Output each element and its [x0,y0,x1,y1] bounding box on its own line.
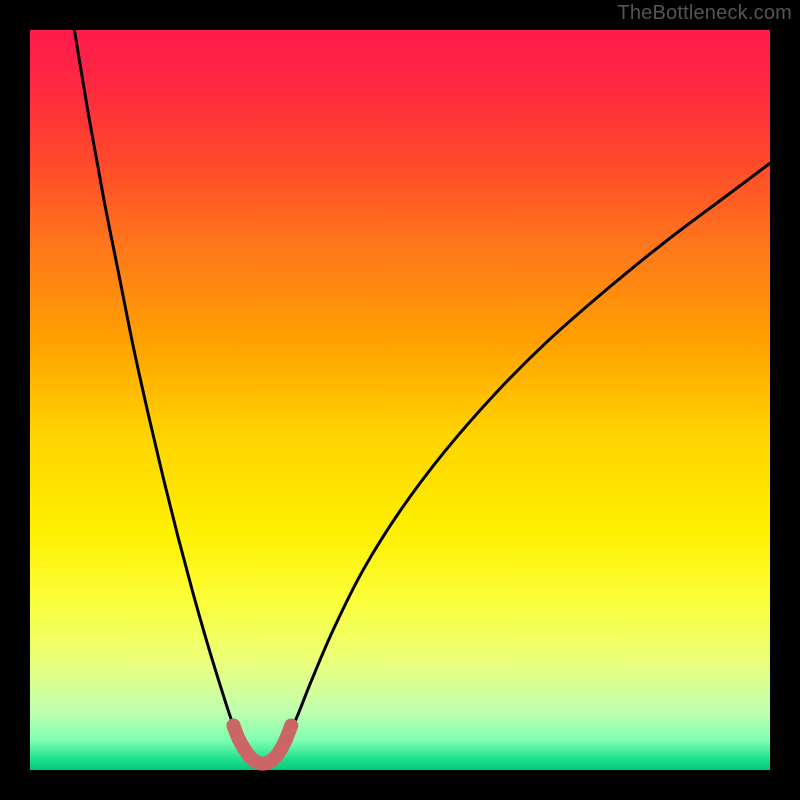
minimum-marker-dot [284,719,298,733]
plot-background [30,30,770,770]
minimum-marker-dot [227,719,241,733]
chart-stage: TheBottleneck.com [0,0,800,800]
bottleneck-chart-svg [0,0,800,800]
minimum-marker-dot [279,732,293,746]
watermark-label: TheBottleneck.com [617,2,792,25]
